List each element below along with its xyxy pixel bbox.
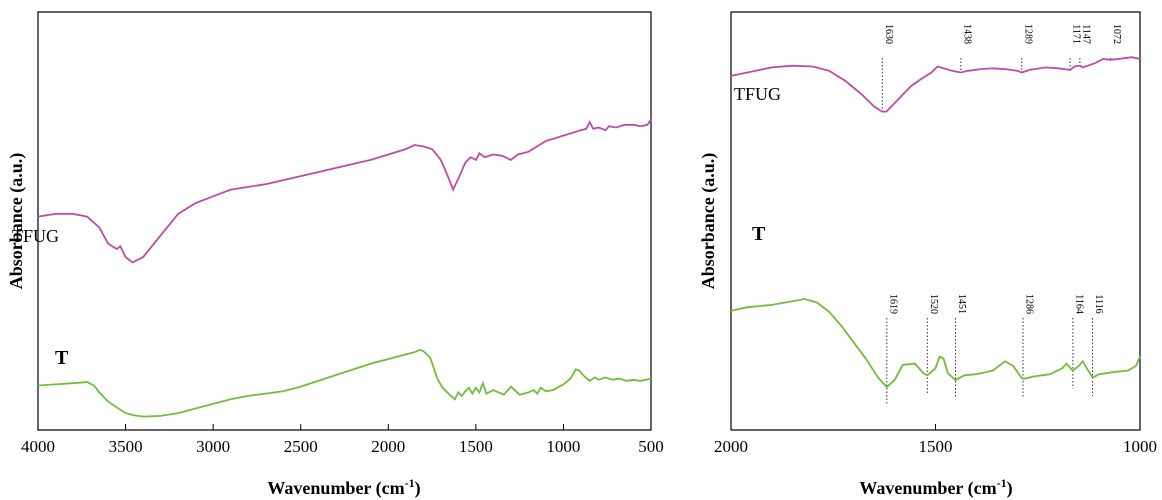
right-series-label-tfug: TFUG xyxy=(734,84,781,104)
series-line-tfug xyxy=(37,118,652,264)
x-tick-label: 2000 xyxy=(371,437,405,456)
right-x-axis-label-main: Wavenumber (cm xyxy=(859,478,996,499)
peak-label-top: 1289 xyxy=(1022,24,1033,44)
right-series-label-t: T xyxy=(752,223,766,245)
left-x-axis-label: Wavenumber (cm-1) xyxy=(267,476,420,499)
peak-label-top: 1438 xyxy=(961,24,972,44)
peak-label-bottom: 1164 xyxy=(1073,294,1084,314)
right-x-axis-label-sup: -1 xyxy=(997,476,1007,490)
peak-label-top: 1147 xyxy=(1080,24,1091,44)
peak-label-bottom: 1286 xyxy=(1024,294,1035,314)
x-tick-label: 1500 xyxy=(919,437,953,456)
left-series-label-tfug: TFUG xyxy=(12,226,59,246)
x-tick-label: 1500 xyxy=(459,437,493,456)
x-tick-label: 2500 xyxy=(284,437,318,456)
left-series-lines xyxy=(37,118,652,418)
series-line-t xyxy=(730,298,1141,389)
peak-label-bottom: 1451 xyxy=(956,294,967,314)
x-tick-label: 1000 xyxy=(1123,437,1157,456)
peak-label-bottom: 1619 xyxy=(887,294,898,314)
left-x-ticks: 4000 3500 3000 2500 2000 1500 1000 500 xyxy=(21,424,664,456)
x-tick-label: 3000 xyxy=(196,437,230,456)
x-tick-label: 1000 xyxy=(546,437,580,456)
right-x-ticks: 2000 1500 1000 xyxy=(714,424,1157,456)
left-chart-panel: 4000 3500 3000 2500 2000 1500 1000 500 TFUG T A… xyxy=(6,11,664,499)
left-y-axis-label: Absorbance (a.u.) xyxy=(6,153,27,290)
peak-label-top: 1171 xyxy=(1071,24,1082,44)
right-y-axis-label: Absorbance (a.u.) xyxy=(698,153,719,290)
right-x-axis-label-end: ) xyxy=(1007,478,1013,499)
x-tick-label: 2000 xyxy=(714,437,748,456)
left-x-axis-label-end: ) xyxy=(415,478,421,499)
right-x-axis-label: Wavenumber (cm-1) xyxy=(859,476,1012,499)
right-series-lines xyxy=(730,56,1141,389)
x-tick-label: 3500 xyxy=(109,437,143,456)
x-tick-label: 4000 xyxy=(21,437,55,456)
left-series-label-t: T xyxy=(55,347,69,369)
series-line-t xyxy=(37,348,652,418)
peak-label-top: 1630 xyxy=(883,24,894,44)
left-plot-frame xyxy=(37,11,652,431)
peak-label-top: 1072 xyxy=(1111,24,1122,44)
left-x-axis-label-sup: -1 xyxy=(405,476,415,490)
series-line-tfug xyxy=(730,56,1141,113)
peak-label-bottom: 1520 xyxy=(928,294,939,314)
left-x-axis-label-main: Wavenumber (cm xyxy=(267,478,404,499)
peak-label-bottom: 1116 xyxy=(1093,294,1104,313)
x-tick-label: 500 xyxy=(638,437,664,456)
